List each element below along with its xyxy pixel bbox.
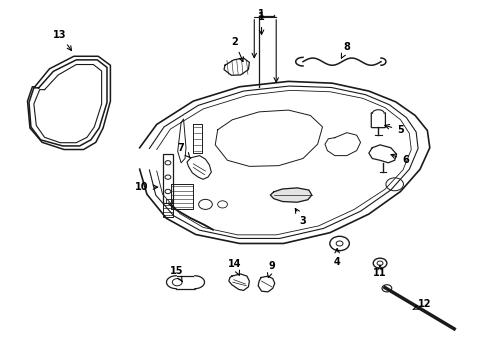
Circle shape — [381, 285, 391, 292]
Polygon shape — [186, 156, 211, 179]
Bar — [162, 203, 173, 217]
Text: 10: 10 — [135, 182, 157, 192]
Polygon shape — [372, 110, 384, 113]
Circle shape — [376, 261, 382, 265]
Text: 6: 6 — [390, 154, 408, 165]
Text: 11: 11 — [372, 265, 386, 278]
Text: 12: 12 — [412, 299, 431, 310]
Text: 1: 1 — [258, 9, 264, 19]
Polygon shape — [224, 58, 249, 75]
Text: 5: 5 — [384, 125, 403, 135]
Bar — [166, 199, 172, 203]
Polygon shape — [258, 276, 274, 292]
Polygon shape — [270, 188, 311, 202]
Text: 14: 14 — [227, 259, 241, 275]
Polygon shape — [368, 145, 396, 163]
Text: 4: 4 — [333, 248, 340, 267]
Circle shape — [372, 258, 386, 268]
Text: 9: 9 — [267, 261, 275, 278]
Polygon shape — [228, 274, 249, 291]
Text: 7: 7 — [177, 143, 189, 157]
Text: 1: 1 — [258, 12, 264, 35]
Text: 8: 8 — [341, 42, 349, 58]
Text: 15: 15 — [169, 266, 183, 282]
Bar — [162, 154, 173, 203]
Text: 13: 13 — [53, 30, 71, 50]
Circle shape — [172, 279, 182, 286]
Text: 3: 3 — [295, 208, 306, 226]
Circle shape — [329, 236, 348, 251]
Polygon shape — [166, 276, 176, 289]
FancyBboxPatch shape — [370, 113, 385, 128]
Polygon shape — [194, 276, 204, 289]
Circle shape — [335, 241, 342, 246]
Text: 2: 2 — [231, 37, 243, 62]
